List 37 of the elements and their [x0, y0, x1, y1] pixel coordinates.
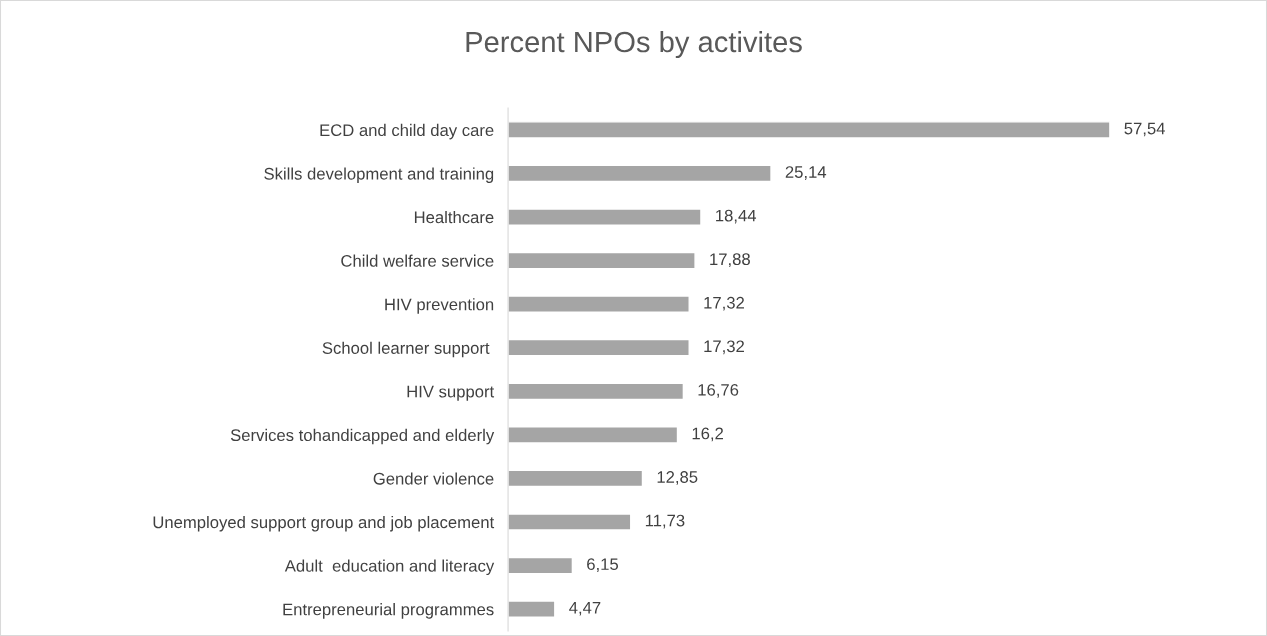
y-tick-label: School learner support	[322, 341, 490, 358]
data-label: 17,88	[710, 253, 750, 268]
data-label: 17,32	[704, 340, 744, 355]
data-label: 6,15	[587, 558, 619, 573]
bar	[508, 338, 690, 357]
bar	[508, 469, 644, 488]
bar	[508, 208, 702, 226]
y-tick-label: HIV support	[407, 385, 495, 401]
data-label: 12,85	[657, 471, 698, 485]
bar	[508, 382, 685, 401]
bar	[508, 600, 556, 618]
bar	[508, 251, 696, 270]
chart-title: Percent NPOs by activites	[466, 30, 802, 59]
y-tick-label: Unemployed support group and job placement	[153, 515, 495, 532]
y-tick-label: Services tohandicapped and elderly	[230, 428, 495, 445]
y-tick-label: Child welfare service	[341, 254, 494, 267]
y-tick-label: HIV prevention	[385, 298, 494, 314]
data-label: 16,2	[692, 427, 723, 442]
y-tick-label: Adult education and literacy	[284, 559, 495, 576]
bar	[508, 426, 679, 444]
y-tick-label: ECD and child day care	[320, 123, 494, 140]
y-tick-label: Healthcare	[414, 211, 494, 224]
bar	[508, 164, 772, 183]
bar	[508, 513, 632, 531]
y-tick-label: Gender violence	[373, 472, 494, 485]
data-label: 18,44	[716, 209, 757, 224]
data-label: 16,76	[698, 383, 739, 398]
data-label: 11,73	[645, 514, 685, 529]
y-tick-label: Skills development and training	[264, 167, 494, 183]
bar	[508, 121, 1111, 139]
data-label: 17,32	[704, 296, 744, 311]
bar	[508, 556, 574, 575]
bar	[508, 295, 690, 313]
y-tick-label: Entrepreneurial programmes	[283, 603, 494, 619]
data-label: 4,47	[569, 601, 601, 616]
data-label: 25,14	[785, 166, 827, 180]
data-label: 57,54	[1124, 122, 1165, 137]
